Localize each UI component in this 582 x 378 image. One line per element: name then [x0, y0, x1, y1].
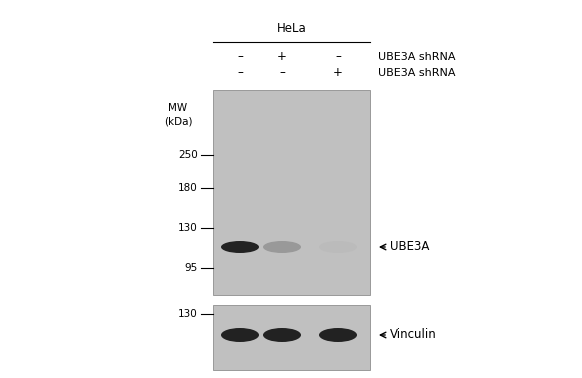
- Ellipse shape: [263, 328, 301, 342]
- Text: –: –: [335, 51, 341, 64]
- Text: UBE3A shRNA: UBE3A shRNA: [378, 68, 456, 78]
- Ellipse shape: [319, 328, 357, 342]
- Text: –: –: [237, 51, 243, 64]
- Ellipse shape: [221, 241, 259, 253]
- Text: –: –: [237, 67, 243, 79]
- Text: –: –: [279, 67, 285, 79]
- Text: 130: 130: [178, 223, 198, 233]
- Text: MW: MW: [168, 103, 187, 113]
- Text: Vinculin: Vinculin: [390, 328, 436, 341]
- Text: 130: 130: [178, 309, 198, 319]
- Text: 250: 250: [178, 150, 198, 160]
- Text: HeLa: HeLa: [276, 22, 306, 34]
- Text: UBE3A: UBE3A: [390, 240, 430, 254]
- Text: 180: 180: [178, 183, 198, 193]
- Ellipse shape: [221, 328, 259, 342]
- Ellipse shape: [319, 241, 357, 253]
- Text: +: +: [277, 51, 287, 64]
- Text: +: +: [333, 67, 343, 79]
- Text: UBE3A shRNA: UBE3A shRNA: [378, 52, 456, 62]
- Text: (kDa): (kDa): [164, 117, 192, 127]
- Bar: [213, 90, 370, 295]
- Text: 95: 95: [184, 263, 198, 273]
- Ellipse shape: [263, 241, 301, 253]
- Bar: [213, 305, 370, 370]
